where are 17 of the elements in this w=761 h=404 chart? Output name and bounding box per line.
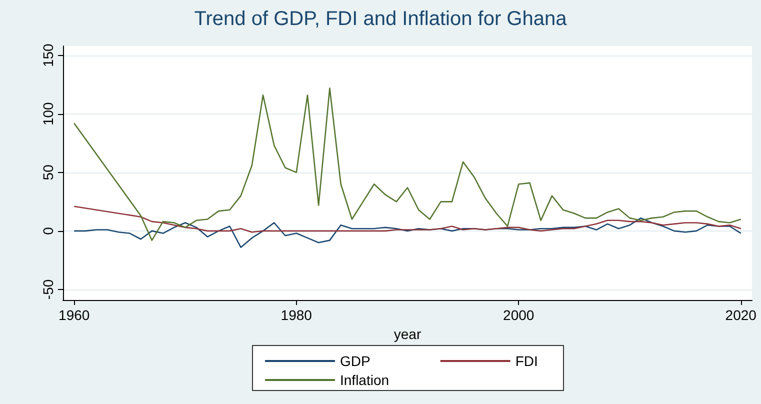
y-tick-label: 100 bbox=[40, 102, 56, 126]
legend-label: Inflation bbox=[340, 372, 390, 388]
legend-label: GDP bbox=[340, 353, 370, 369]
legend-label: FDI bbox=[515, 353, 538, 369]
y-tick-label: 150 bbox=[40, 43, 56, 68]
y-tick-label: 0 bbox=[40, 226, 56, 235]
x-axis-title: year bbox=[394, 326, 422, 342]
x-tick-label: 1980 bbox=[280, 307, 312, 323]
y-tick-label: -50 bbox=[40, 279, 56, 300]
line-series bbox=[73, 217, 742, 248]
x-tick-label: 2000 bbox=[503, 307, 534, 323]
chart-title: Trend of GDP, FDI and Inflation for Ghana bbox=[194, 8, 568, 30]
x-tick-label: 1960 bbox=[58, 307, 90, 323]
y-tick-label: 50 bbox=[40, 164, 56, 180]
line-series bbox=[73, 206, 742, 233]
line-series bbox=[73, 87, 742, 241]
x-tick-label: 2020 bbox=[725, 307, 757, 323]
